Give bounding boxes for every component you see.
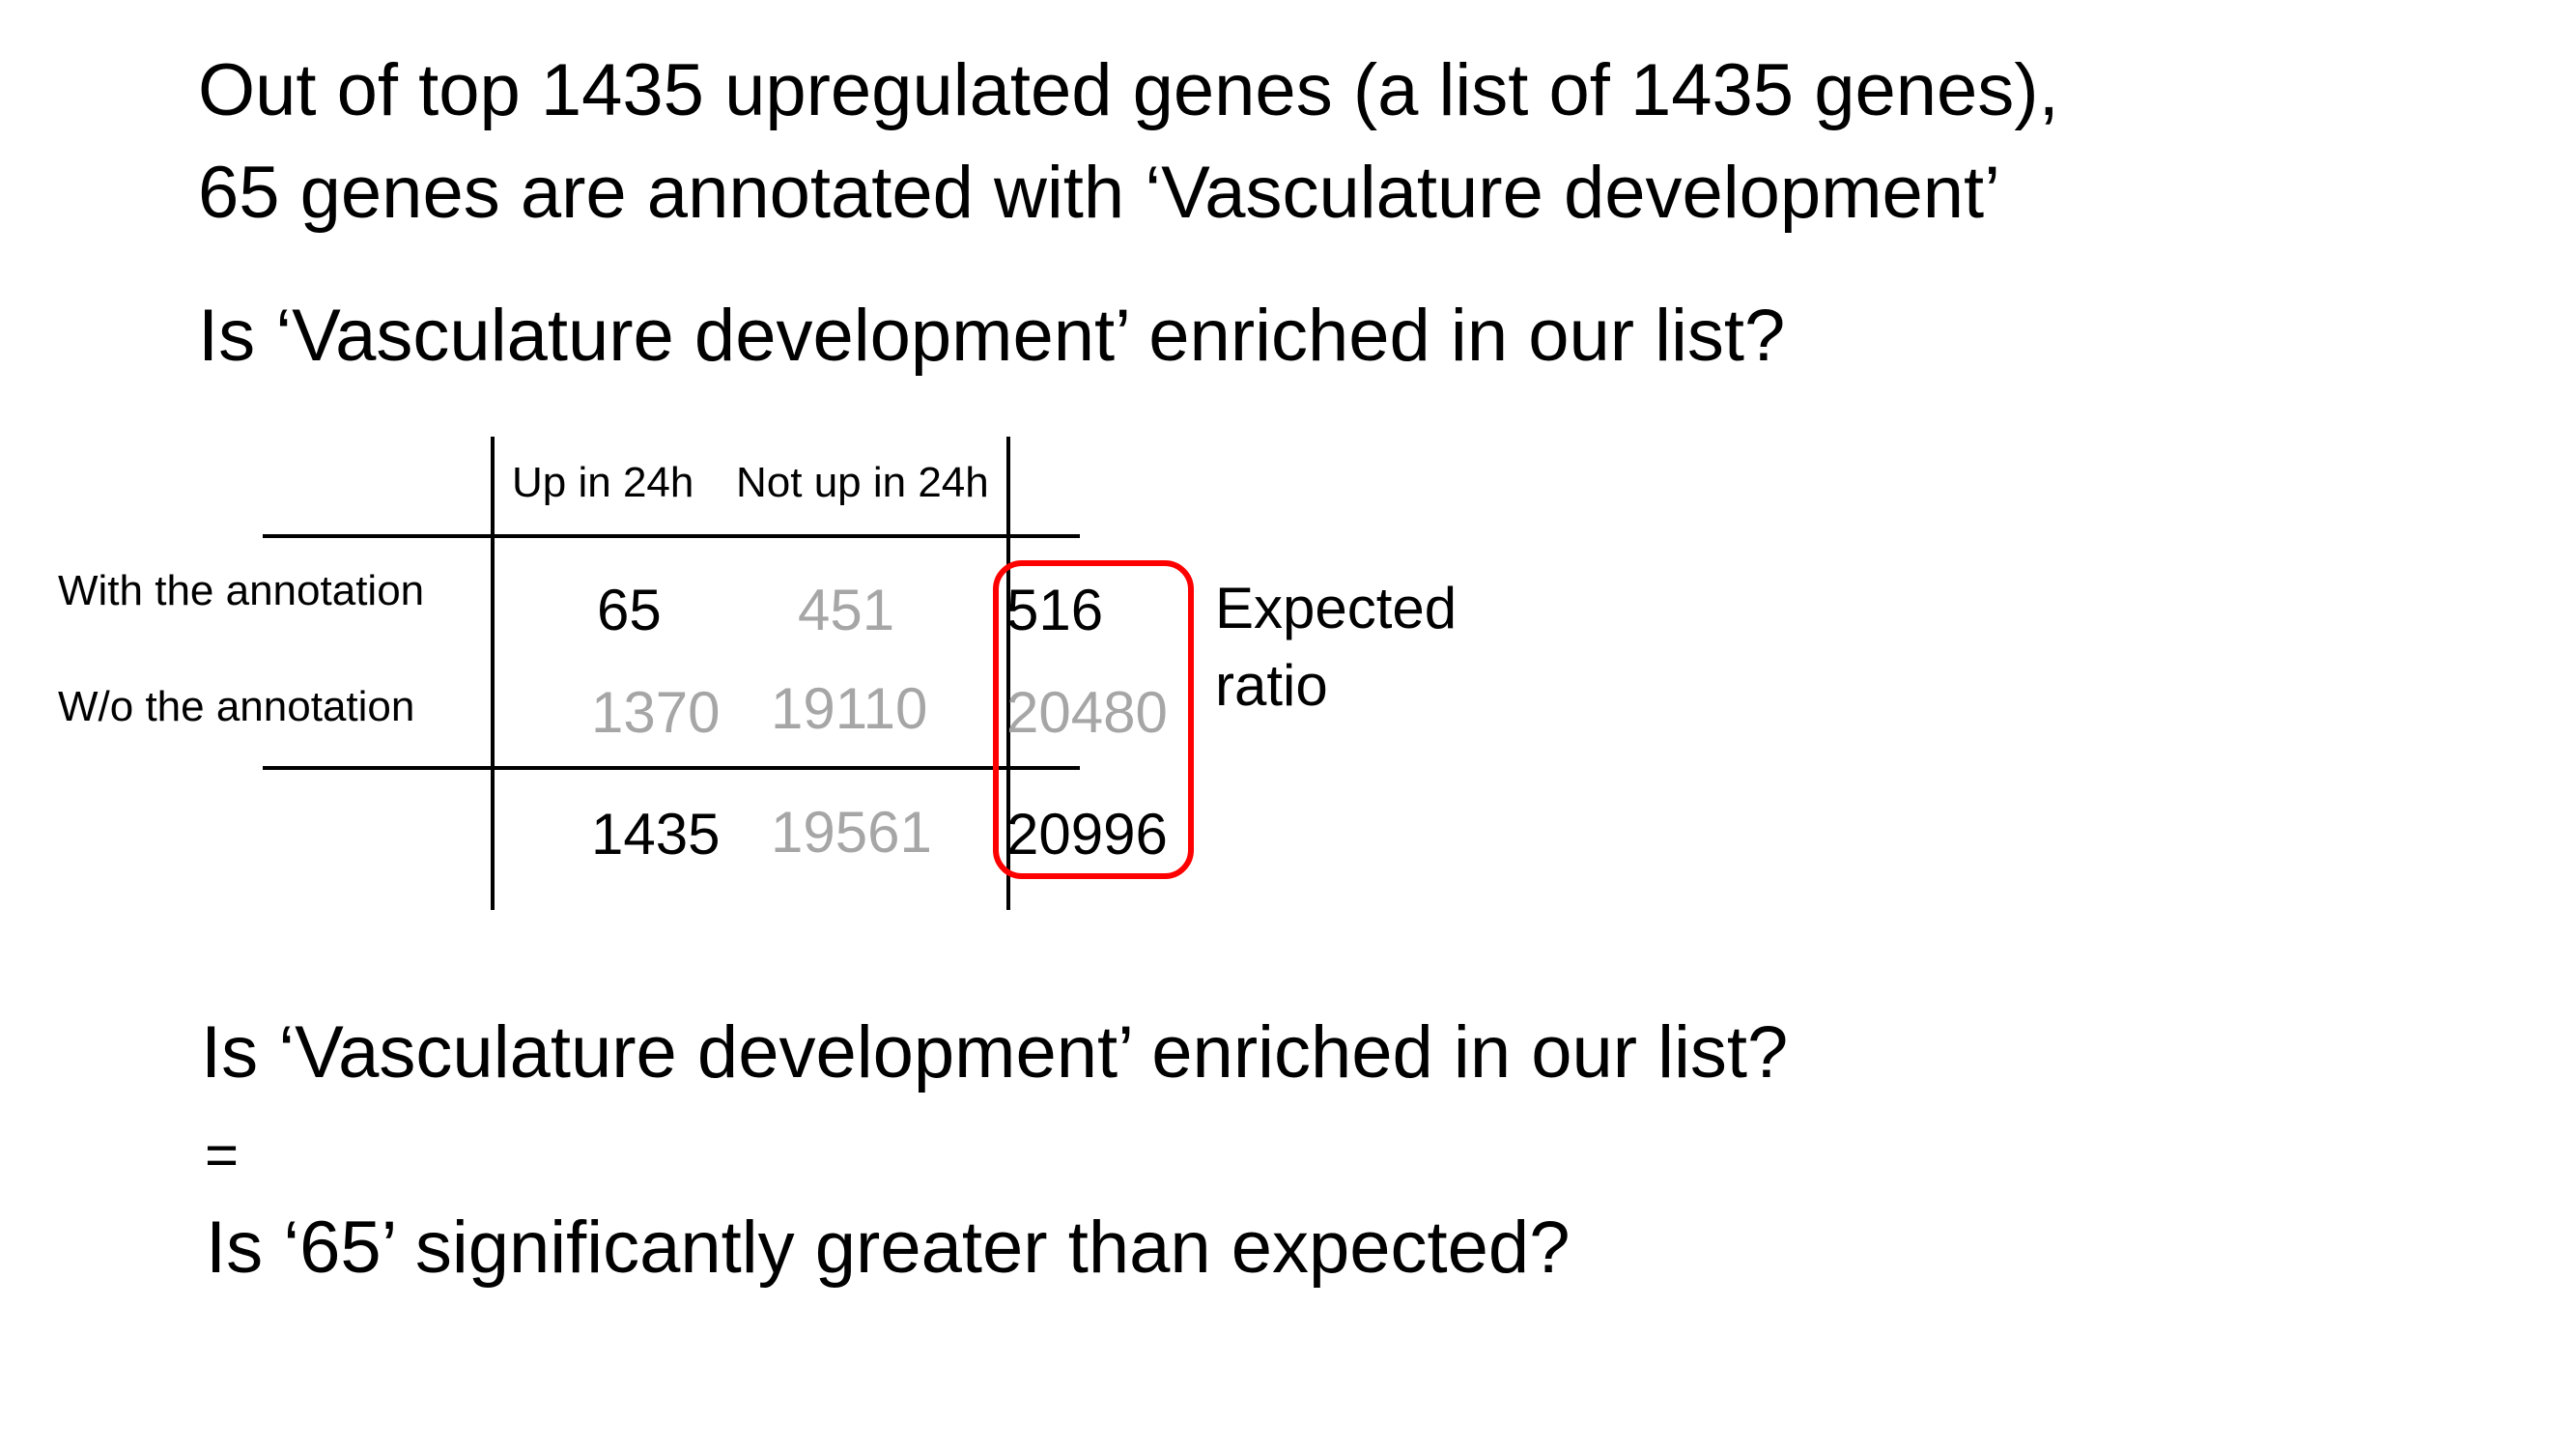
total-not-up: 19561 — [771, 800, 932, 865]
expected-ratio-highlight — [993, 560, 1194, 879]
table-vertical-line-left — [491, 437, 495, 910]
intro-question: Is ‘Vasculature development’ enriched in… — [198, 295, 1786, 377]
table-horizontal-line-bottom — [263, 766, 1080, 770]
conclusion-equals: = — [205, 1122, 240, 1187]
expected-ratio-label-line-1: Expected — [1215, 576, 1458, 640]
table-vertical-line-right — [1006, 437, 1010, 910]
expected-ratio-label-line-2: ratio — [1215, 653, 1328, 718]
total-up: 1435 — [591, 802, 721, 867]
conclusion-question: Is ‘Vasculature development’ enriched in… — [201, 1011, 1789, 1094]
cell-with-up: 65 — [597, 578, 662, 642]
row-label-with-annotation: With the annotation — [58, 567, 425, 614]
grand-total: 20996 — [1006, 802, 1168, 867]
col-header-up: Up in 24h — [512, 459, 694, 506]
intro-line-1: Out of top 1435 upregulated genes (a lis… — [198, 49, 2059, 131]
row-label-without-annotation: W/o the annotation — [58, 683, 415, 730]
cell-without-up: 1370 — [591, 680, 721, 745]
cell-without-not-up: 19110 — [771, 676, 928, 741]
col-header-not-up: Not up in 24h — [736, 459, 989, 506]
cell-with-not-up: 451 — [798, 578, 895, 642]
cell-with-total: 516 — [1006, 578, 1104, 642]
cell-without-total: 20480 — [1006, 680, 1168, 745]
intro-line-2: 65 genes are annotated with ‘Vasculature… — [198, 152, 2001, 234]
table-horizontal-line-top — [263, 534, 1080, 538]
conclusion-restated: Is ‘65’ significantly greater than expec… — [206, 1207, 1571, 1289]
